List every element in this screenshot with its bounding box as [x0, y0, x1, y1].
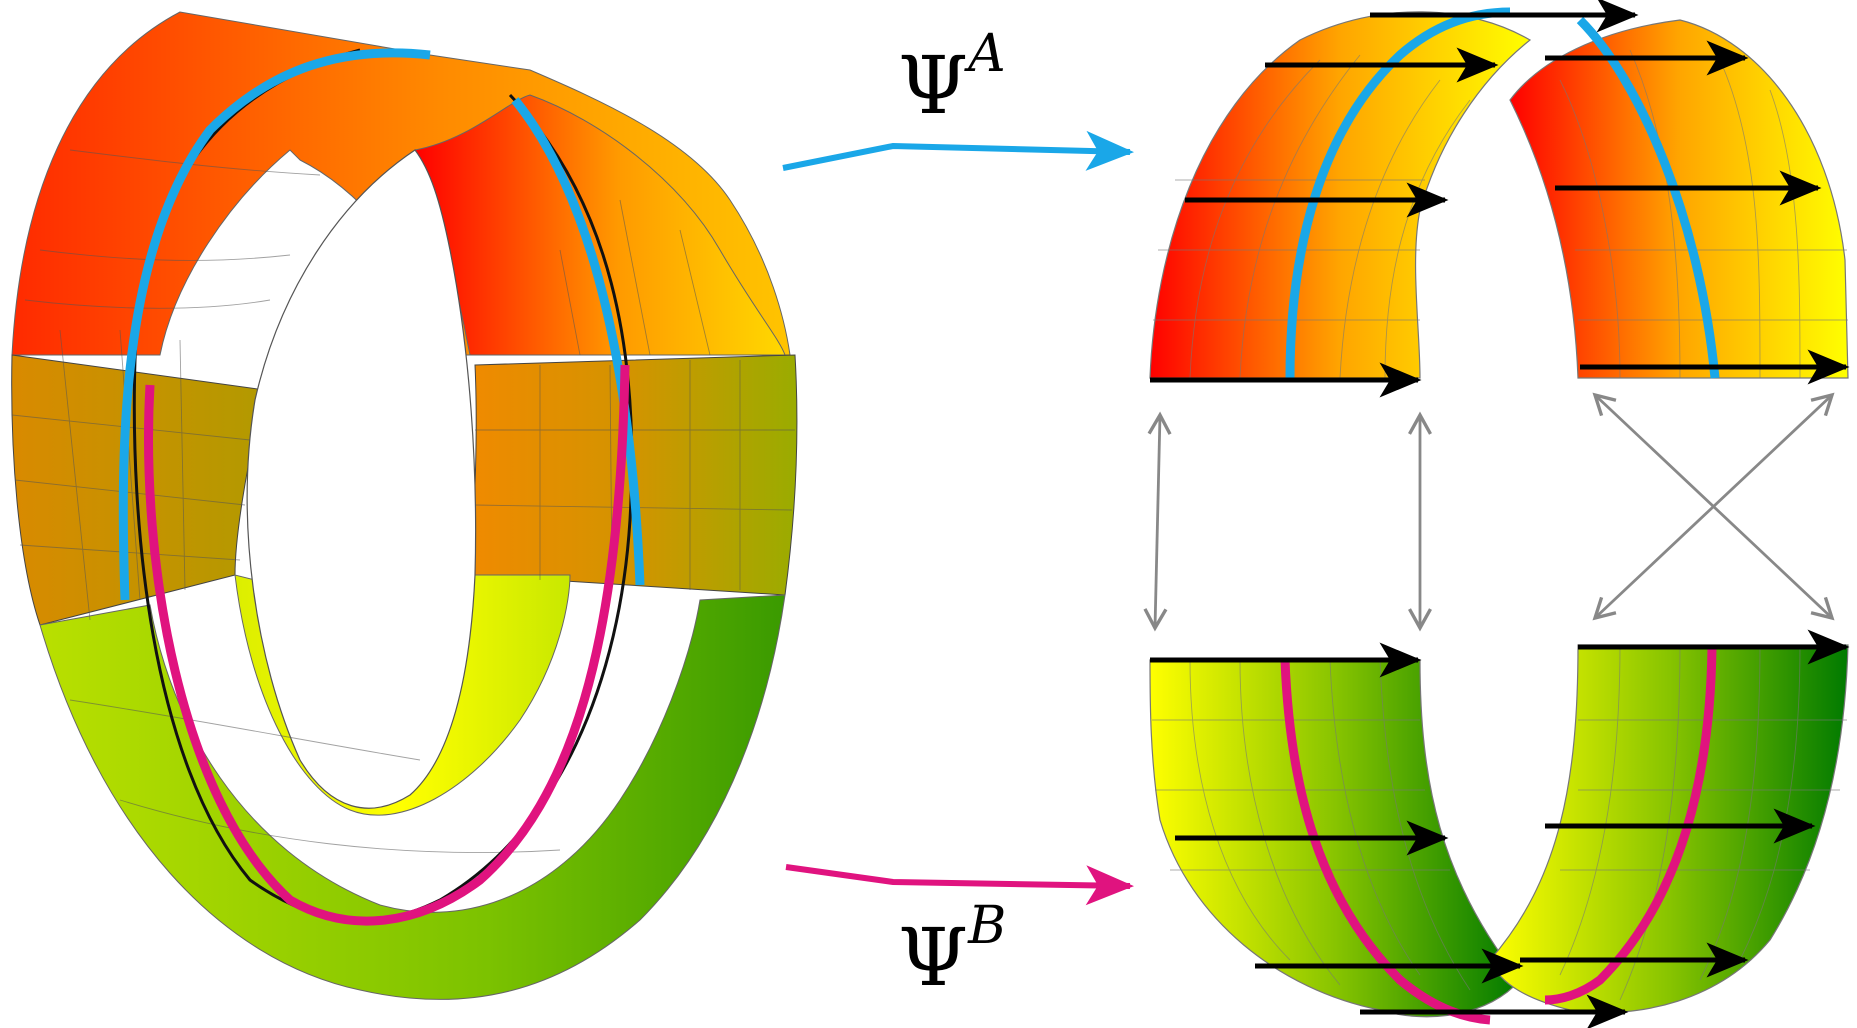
chart-b-field-arrows: [1150, 629, 1850, 1028]
magenta-path-on-band: [144, 364, 630, 926]
band-middle-left: [11, 354, 266, 626]
gray-double-arrow-icon: [1592, 392, 1835, 621]
cyan-arrow-icon: [782, 130, 1134, 171]
chart-a: [1149, 0, 1850, 398]
correspondence-arrows: [1143, 392, 1835, 632]
band-grid: [11, 149, 795, 853]
cyan-path-on-band: [118, 48, 431, 601]
twisted-band: [11, 11, 798, 1000]
band-outer-bottom: [39, 594, 786, 1000]
psi-a-superscript: A: [968, 24, 1006, 84]
gray-double-arrow-icon: [1143, 411, 1172, 632]
map-b-arrow: [785, 864, 1134, 906]
psi-a-label: ΨA: [898, 28, 1006, 126]
chart-a-left-arch: [1149, 11, 1532, 379]
cyan-path-on-band-right: [511, 97, 645, 586]
chart-a-cyan-path-left: [1285, 7, 1511, 379]
psi-b-superscript: B: [968, 896, 1007, 956]
chart-a-cyan-path-right: [1576, 16, 1720, 379]
psi-b-base: Ψ: [898, 911, 969, 1004]
psi-b-label: ΨB: [898, 900, 1006, 998]
chart-b: [1149, 629, 1850, 1028]
chart-a-field-arrows: [1150, 0, 1850, 398]
map-a-arrow: [782, 130, 1134, 171]
magenta-arrow-icon: [785, 864, 1134, 906]
band-hole: [246, 149, 477, 809]
chart-b-magenta-path-right: [1544, 647, 1717, 1005]
chart-b-right-arch: [1489, 644, 1849, 1013]
psi-a-base: Ψ: [898, 39, 969, 132]
